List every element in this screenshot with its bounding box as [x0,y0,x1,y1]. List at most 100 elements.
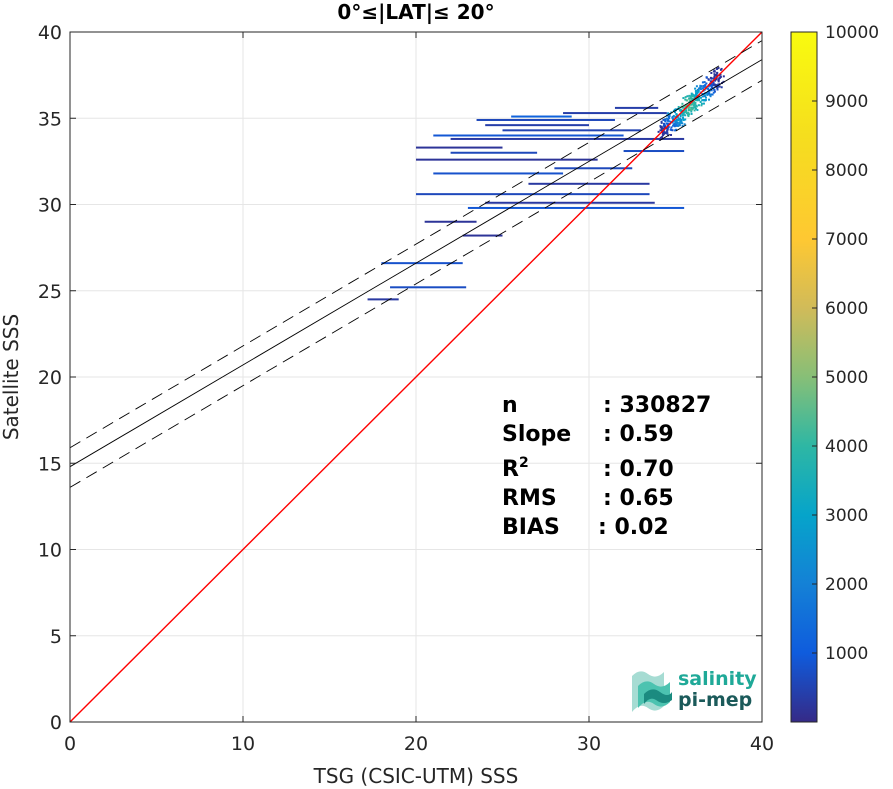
density-cell [712,83,715,86]
density-cell [701,95,704,98]
density-cell [690,112,693,115]
density-cell [666,132,669,135]
density-cell [673,124,676,127]
density-cell [696,108,699,111]
density-cell [657,130,660,133]
density-cell [702,99,705,102]
density-cell [709,76,712,79]
density-cell [684,109,687,112]
density-cell [691,106,694,109]
density-cell [668,114,671,117]
density-cell [665,122,668,125]
density-cell [707,92,710,95]
density-cell [672,124,675,127]
density-cell [699,86,702,89]
colorbar-tick-label: 9000 [825,92,868,112]
density-cell [710,89,713,92]
regression-lower-line [70,79,762,488]
density-cell [678,122,681,125]
stat-value: : 0.02 [598,515,669,540]
density-cell [667,125,670,128]
density-cell [693,100,696,103]
density-cell [688,94,691,97]
density-cell [692,103,695,106]
density-segment [462,234,503,237]
density-cell [681,124,684,127]
density-cell [696,88,699,91]
stat-label: RMS [502,486,557,511]
density-cell [677,124,680,127]
density-cell [664,118,667,121]
density-cell [708,90,711,93]
density-cell [706,93,709,96]
density-segment [485,201,655,204]
density-segment [424,220,477,223]
identity-line [70,32,762,722]
density-cell [677,105,680,108]
stat-label: BIAS [502,515,560,540]
density-cell [669,128,672,131]
colorbar-tick-label: 4000 [825,437,868,457]
y-tick-label: 5 [50,626,62,648]
density-cell [713,73,716,76]
density-cell [701,87,704,90]
density-cell [719,73,722,76]
y-tick-label: 0 [50,712,62,734]
density-cell [705,87,708,90]
density-cell [679,109,682,112]
density-cell [692,97,695,100]
density-cell [697,104,700,107]
logo-line-salinity: salinity [678,668,757,690]
density-cell [681,122,684,125]
x-tick-label: 0 [64,733,76,755]
density-cell [694,93,697,96]
density-cell [694,101,697,104]
density-cell [681,102,684,105]
density-cell [711,93,714,96]
density-cell [658,138,661,141]
density-cell [716,74,719,77]
density-cell [704,99,707,102]
density-cell [686,99,689,102]
colorbar-tick-label: 1000 [825,644,868,664]
density-segment [502,129,641,132]
density-cell [722,75,725,78]
density-segment [476,118,615,121]
colorbar-tick-label: 5000 [825,368,868,388]
density-cell [679,113,682,116]
density-cell [690,110,693,113]
regression-line [70,59,762,468]
stat-value: : 0.65 [603,486,674,511]
density-cell [710,71,713,74]
density-segment [416,158,598,161]
density-cell [694,87,697,90]
density-cell [697,89,700,92]
density-segment [563,112,667,115]
density-cell [691,102,694,105]
density-cell [690,94,693,97]
density-cell [713,88,716,91]
density-cell [714,74,717,77]
density-cell [713,90,716,93]
colorbar-tick-label: 6000 [825,299,868,319]
density-cell [684,98,687,101]
density-segment [390,286,467,289]
density-cell [674,129,677,132]
density-cell [687,115,690,118]
density-cell [674,123,677,126]
density-cell [695,107,698,110]
density-cell [709,80,712,83]
density-cell [664,132,667,135]
density-cell [666,127,669,130]
density-cell [679,118,682,121]
density-cell [677,119,680,122]
density-cell [675,113,678,116]
density-cell [697,90,700,93]
density-cell [714,84,717,87]
density-cell [713,75,716,78]
density-cell [695,94,698,97]
colorbar-ticks: 1000 2000 3000 4000 5000 6000 7000 8000 9000 1000… [812,23,879,664]
density-cell [717,79,720,82]
density-cell [699,100,702,103]
